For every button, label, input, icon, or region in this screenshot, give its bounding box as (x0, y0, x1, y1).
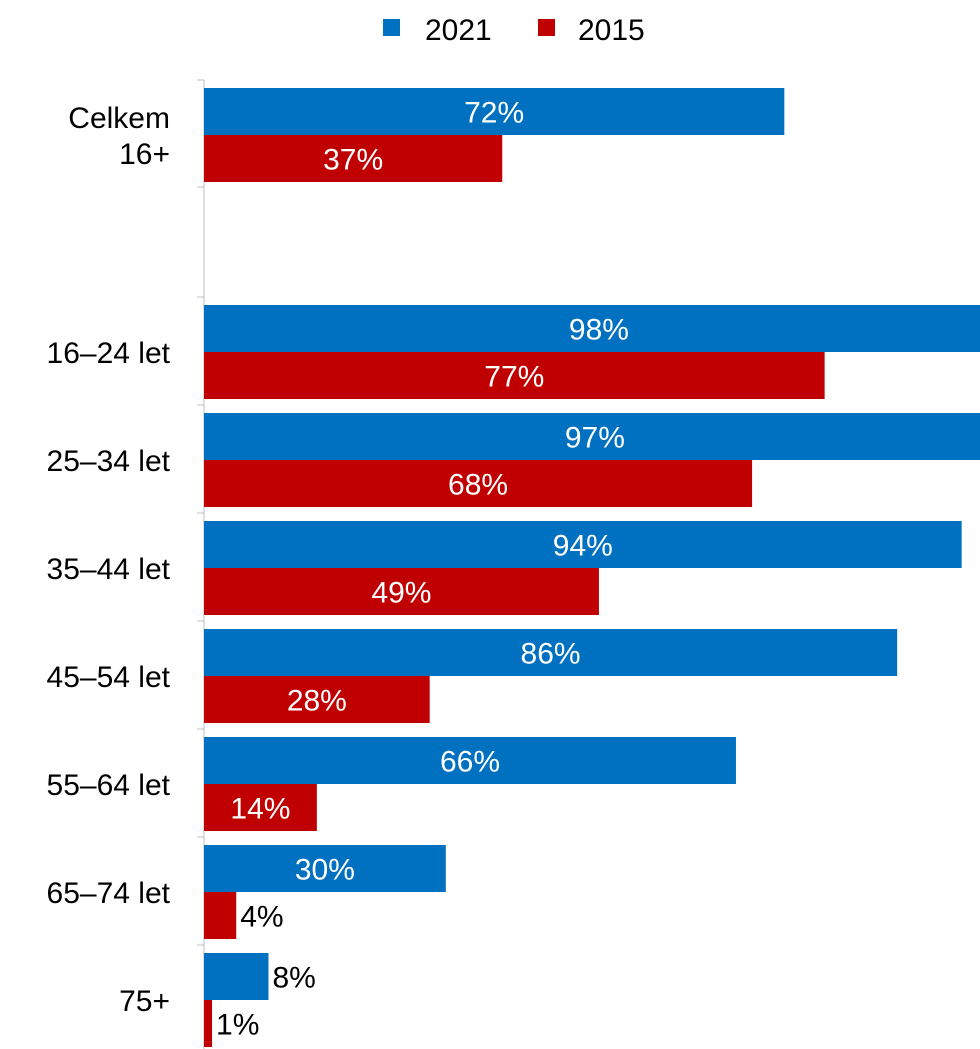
bar-label-2015-4: 28% (287, 685, 347, 718)
legend-swatch-2021 (383, 19, 400, 36)
bar-2021-3 (204, 521, 962, 568)
bar-label-2015-7: 1% (216, 1009, 259, 1042)
bar-2015-5 (204, 784, 317, 831)
bar-label-2021-2: 97% (565, 422, 625, 455)
bar-label-2015-1: 77% (484, 361, 544, 394)
bar-label-2015-6: 4% (240, 901, 283, 934)
bar-label-2021-3: 94% (553, 530, 613, 563)
category-label: 25–34 let (47, 445, 171, 478)
bar-2015-6 (204, 892, 237, 939)
category-label: 16–24 let (47, 337, 171, 370)
category-label: 16+ (119, 138, 170, 171)
bar-2015-2 (204, 460, 753, 507)
bar-2015-0 (204, 135, 503, 182)
bar-2021-4 (204, 629, 898, 676)
bar-2021-2 (204, 413, 980, 460)
legend-swatch-2015 (538, 19, 555, 36)
bar-2021-5 (204, 737, 736, 784)
category-label: 55–64 let (47, 769, 171, 802)
legend-label-2015: 2015 (578, 14, 645, 47)
bar-label-2015-2: 68% (448, 469, 508, 502)
bar-label-2015-3: 49% (371, 577, 431, 610)
bar-2021-0 (204, 88, 785, 135)
bar-2021-7 (204, 953, 269, 1000)
category-label: 75+ (119, 985, 170, 1018)
bar-label-2021-1: 98% (569, 314, 629, 347)
bar-label-2015-5: 14% (230, 793, 290, 826)
bar-label-2021-4: 86% (521, 638, 581, 671)
category-axis (197, 79, 205, 1049)
bar-2015-1 (204, 352, 825, 399)
category-label: Celkem (68, 102, 170, 135)
bar-label-2021-7: 8% (272, 962, 315, 995)
bar-2015-3 (204, 568, 599, 615)
legend-label-2021: 2021 (425, 14, 492, 47)
bar-label-2021-0: 72% (464, 97, 524, 130)
bars: 72% 98% 97% 94% 86% 66% 30% 8% 37% 77% 68% 49% 28% 14… (204, 88, 980, 1047)
legend: 2021 2015 (383, 14, 645, 47)
category-label: 35–44 let (47, 553, 171, 586)
bar-2021-1 (204, 305, 980, 352)
bar-label-2021-5: 66% (440, 746, 500, 779)
bar-2015-4 (204, 676, 430, 723)
category-label: 45–54 let (47, 661, 171, 694)
bar-label-2015-0: 37% (323, 144, 383, 177)
bar-label-2021-6: 30% (295, 854, 355, 887)
bar-2015-7 (204, 1000, 213, 1047)
bar-2021-6 (204, 845, 446, 892)
category-label: 65–74 let (47, 877, 171, 910)
